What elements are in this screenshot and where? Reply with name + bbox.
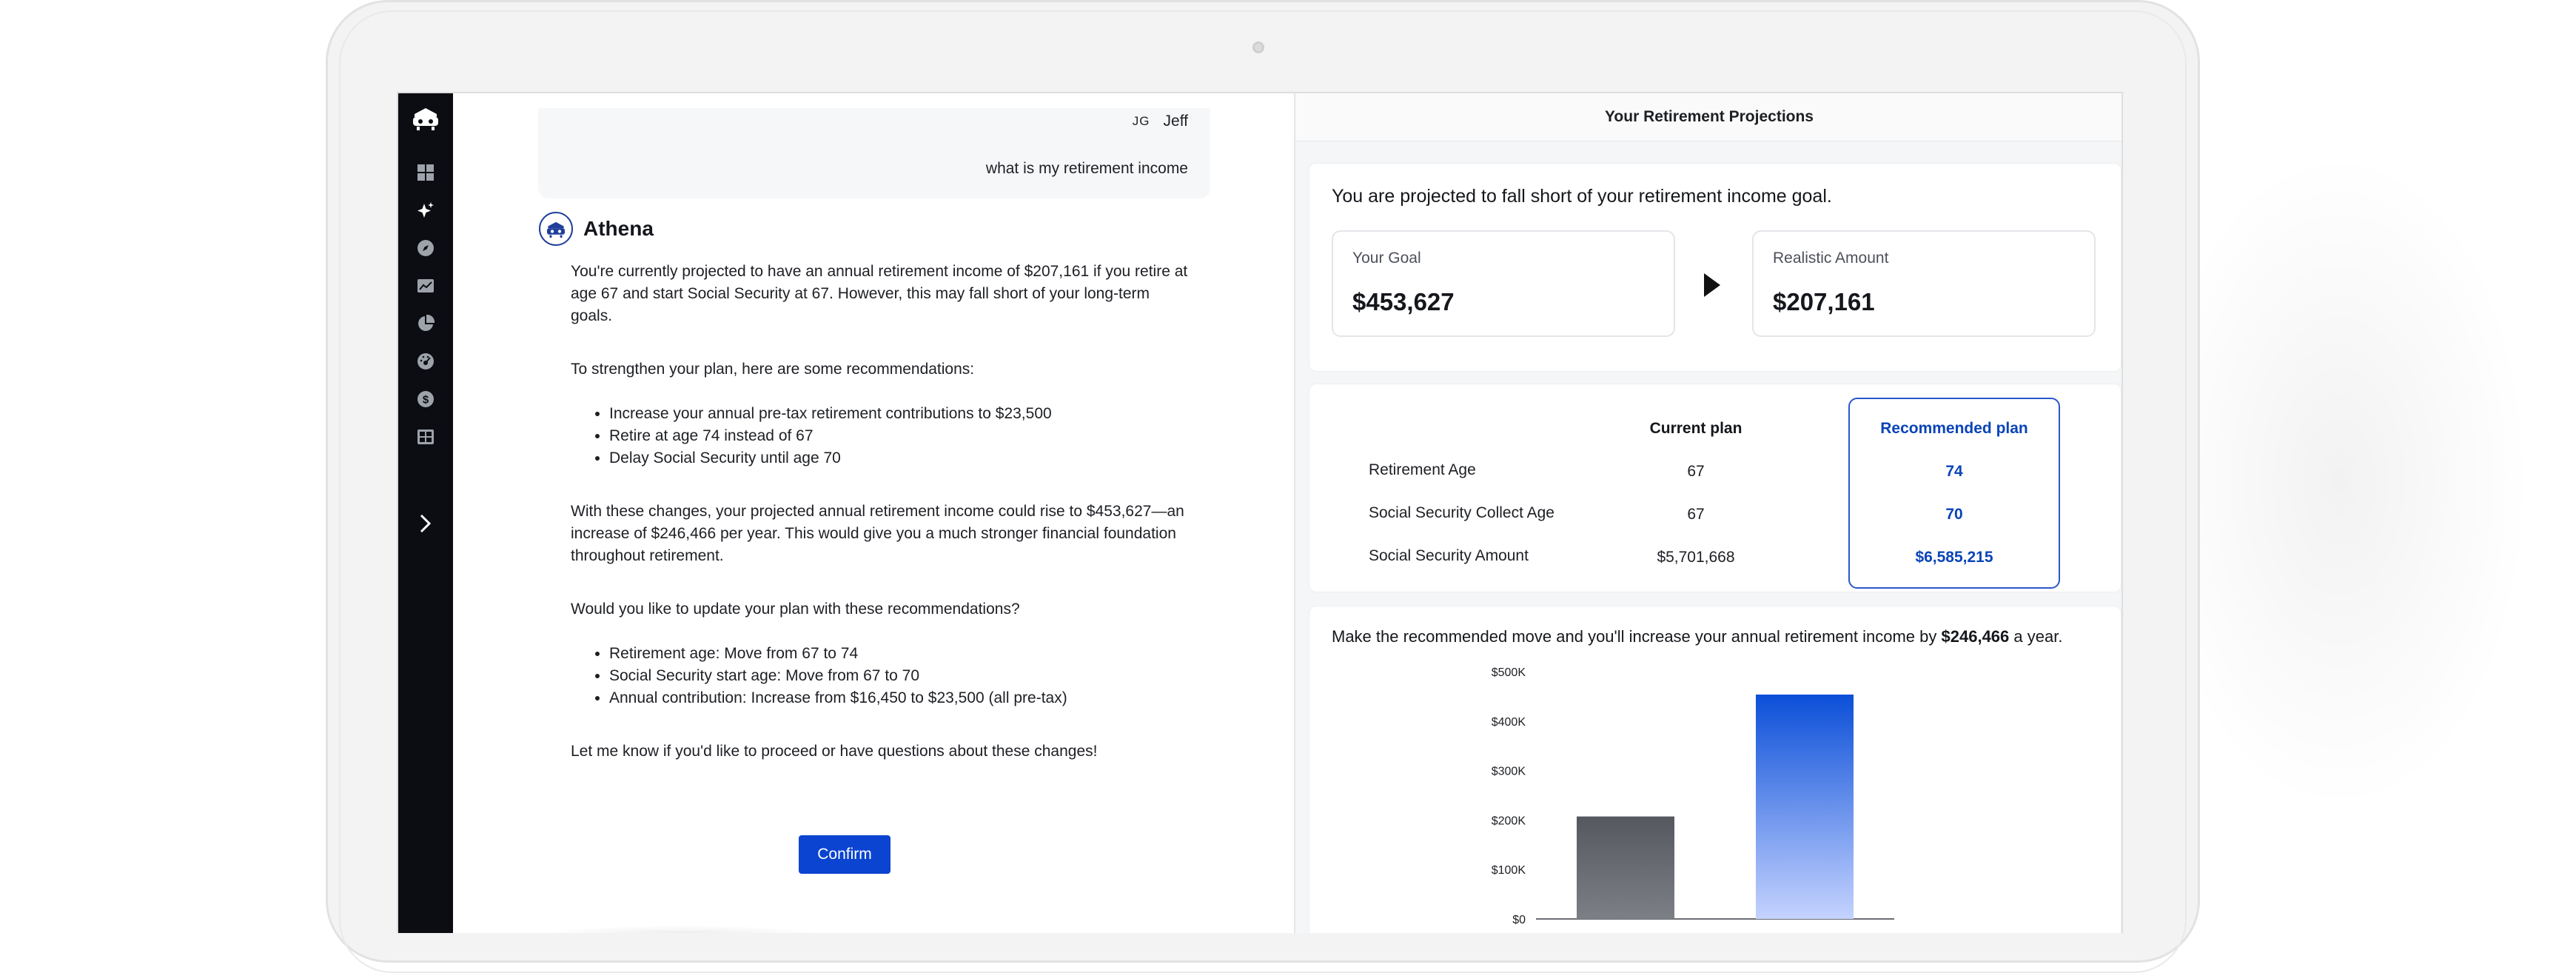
recommended-plan-highlight[interactable] [1848, 398, 2060, 589]
recommendations-list: Increase your annual pre-tax retirement … [571, 403, 1193, 469]
dashboard-icon[interactable] [416, 163, 435, 182]
athena-avatar-icon [539, 212, 573, 246]
message-paragraph: Would you like to update your plan with … [571, 601, 1020, 618]
changes-list: Retirement age: Move from 67 to 74 Socia… [571, 643, 1193, 709]
row-label-retirement-age: Retirement Age [1369, 461, 1476, 478]
recommended-ss-amount: $6,585,215 [1915, 549, 1993, 566]
goal-label: Your Goal [1352, 250, 1421, 267]
current-ss-amount: $5,701,668 [1657, 549, 1735, 566]
recommended-plan-header: Recommended plan [1880, 420, 2028, 437]
dollar-icon[interactable]: $ [416, 389, 435, 409]
plan-comparison-card: Current plan Recommended plan Retirement… [1309, 384, 2121, 592]
goal-card: You are projected to fall short of your … [1309, 163, 2121, 372]
shortfall-message: You are projected to fall short of your … [1332, 186, 1832, 207]
current-plan-header: Current plan [1649, 420, 1743, 437]
realistic-box: Realistic Amount $207,161 [1752, 230, 2096, 337]
projections-panel: Your Retirement Projections You are proj… [1294, 93, 2121, 933]
sparkles-icon[interactable] [416, 201, 435, 220]
list-item: Annual contribution: Increase from $16,4… [609, 687, 1193, 709]
realistic-value: $207,161 [1773, 288, 1875, 315]
recommended-retirement-age: 74 [1945, 463, 1963, 480]
y-tick-label: $200K [1492, 815, 1526, 827]
income-chart-card: Make the recommended move and you'll inc… [1309, 606, 2121, 933]
chevron-right-icon[interactable] [417, 512, 434, 535]
caption-amount: $246,466 [1941, 627, 2010, 646]
background-shadow [2147, 148, 2532, 815]
goal-value: $453,627 [1352, 288, 1455, 315]
input-shadow [542, 926, 823, 933]
list-item: Delay Social Security until age 70 [609, 447, 1193, 469]
compass-icon[interactable] [416, 238, 435, 258]
message-paragraph: To strengthen your plan, here are some r… [571, 361, 975, 378]
y-tick-label: $0 [1512, 914, 1526, 926]
list-item: Increase your annual pre-tax retirement … [609, 403, 1193, 425]
message-paragraph: With these changes, your projected annua… [571, 503, 1184, 564]
goal-box: Your Goal $453,627 [1332, 230, 1675, 337]
y-tick-label: $100K [1492, 864, 1526, 877]
y-tick-label: $400K [1492, 716, 1526, 729]
chat-panel: JG Jeff what is my retirement income Ath… [453, 93, 1294, 933]
svg-text:$: $ [423, 394, 429, 407]
row-label-ss-amount: Social Security Amount [1369, 547, 1529, 564]
app-screen: $ JG Jeff what is my retirement income [397, 92, 2123, 933]
grid-icon[interactable] [416, 427, 435, 447]
pie-chart-icon[interactable] [416, 314, 435, 333]
y-tick-label: $500K [1492, 666, 1526, 679]
bar-recommended-income [1756, 694, 1854, 919]
caption-suffix: a year. [2009, 627, 2063, 646]
assistant-message: You're currently projected to have an an… [571, 261, 1193, 794]
logo-icon[interactable] [410, 105, 441, 130]
chart-caption: Make the recommended move and you'll inc… [1332, 627, 2062, 646]
play-arrow-icon [1704, 273, 1720, 297]
current-ss-collect-age: 67 [1687, 506, 1705, 523]
realistic-label: Realistic Amount [1773, 250, 1889, 267]
user-message-text: what is my retirement income [985, 160, 1188, 177]
list-item: Social Security start age: Move from 67 … [609, 665, 1193, 687]
y-tick-label: $300K [1492, 766, 1526, 778]
confirm-button[interactable]: Confirm [799, 835, 890, 874]
bar-current-income [1577, 816, 1674, 919]
gauge-icon[interactable] [416, 352, 435, 371]
assistant-header: Athena [539, 212, 654, 246]
sidebar: $ [398, 93, 453, 933]
user-message-bubble: JG Jeff what is my retirement income [538, 108, 1210, 198]
recommended-ss-collect-age: 70 [1945, 506, 1963, 523]
caption-prefix: Make the recommended move and you'll inc… [1332, 627, 1942, 646]
list-item: Retire at age 74 instead of 67 [609, 425, 1193, 447]
user-initials: JG [1132, 114, 1150, 128]
list-item: Retirement age: Move from 67 to 74 [609, 643, 1193, 665]
trend-chart-icon[interactable] [416, 276, 435, 295]
row-label-ss-collect-age: Social Security Collect Age [1369, 504, 1554, 521]
panel-title: Your Retirement Projections [1295, 93, 2121, 141]
camera-dot [1252, 41, 1264, 53]
user-name: Jeff [1163, 113, 1188, 130]
user-header: JG Jeff [1133, 113, 1188, 130]
assistant-name: Athena [583, 217, 654, 240]
message-paragraph: You're currently projected to have an an… [571, 263, 1188, 324]
current-retirement-age: 67 [1687, 463, 1705, 480]
income-bar-chart: $0 $100K $200K $300K $400K $500K [1492, 666, 1894, 926]
message-paragraph: Let me know if you'd like to proceed or … [571, 743, 1098, 760]
